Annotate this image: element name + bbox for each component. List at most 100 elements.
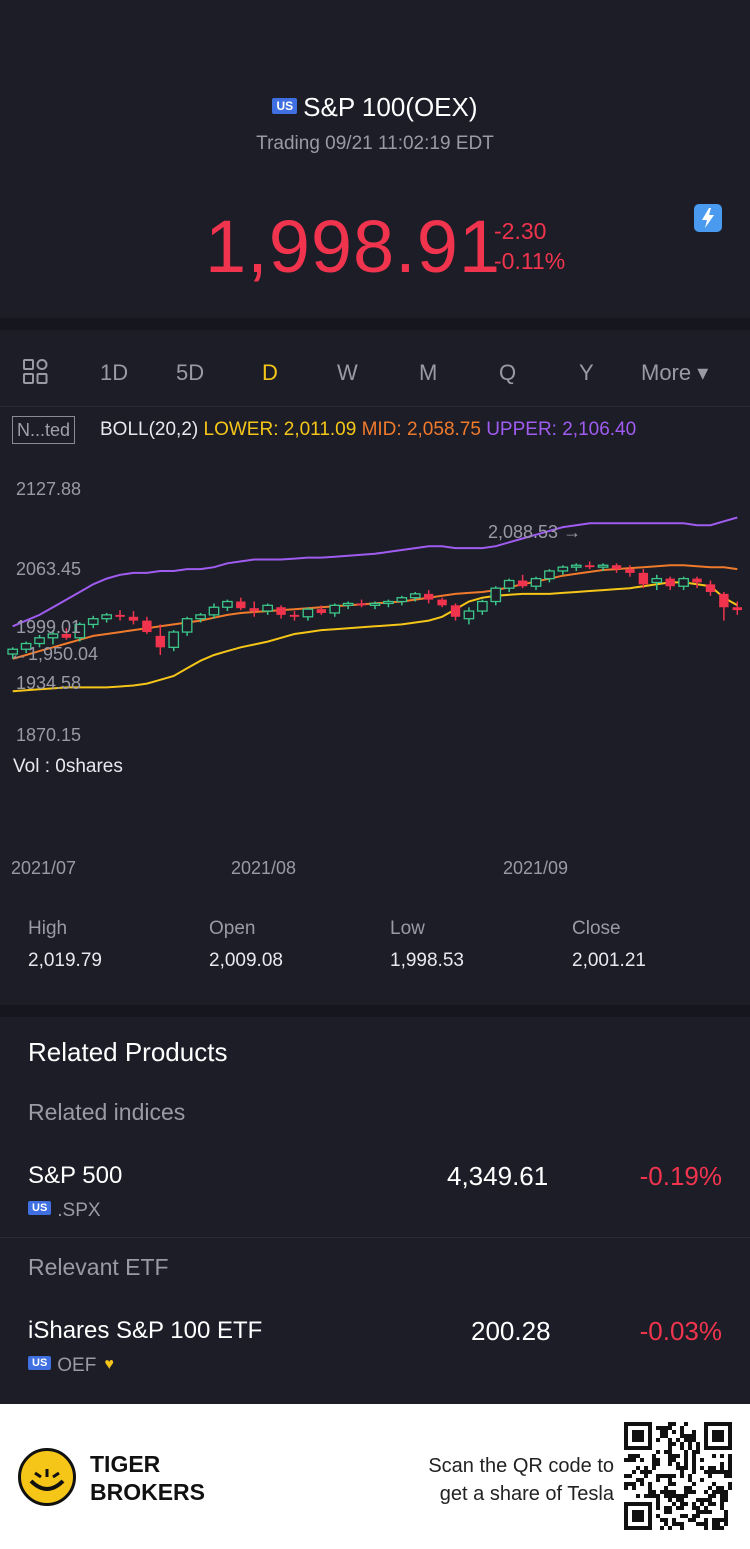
trading-status: Trading 09/21 11:02:19 EDT	[256, 133, 494, 154]
instrument-name: S&P 100(OEX)	[303, 92, 478, 122]
candle	[732, 601, 742, 615]
tab-quarter[interactable]: Q	[499, 360, 517, 385]
boll-upper: UPPER: 2,106.40	[486, 419, 637, 440]
candle	[611, 563, 622, 573]
candle	[61, 628, 72, 640]
candle	[208, 603, 220, 619]
adjust-toggle[interactable]: N...ted	[12, 416, 76, 444]
y-tick-label: 2127.88	[16, 479, 82, 499]
candle	[34, 634, 45, 648]
candle	[302, 607, 314, 621]
tab-week[interactable]: W	[337, 360, 358, 385]
candle	[276, 605, 286, 619]
candle	[437, 597, 447, 608]
related-indices-label: Related indices	[28, 1099, 186, 1125]
x-tick-label: 2021/07	[11, 858, 77, 878]
ohlc-close: Close 2,001.21	[572, 918, 646, 972]
candle	[423, 590, 434, 604]
quote-header: US S&P 100(OEX) Trading 09/21 11:02:19 ED…	[0, 0, 750, 318]
ohlc-label: Low	[390, 918, 425, 939]
tab-year[interactable]: Y	[579, 360, 594, 385]
promo-footer: TIGER BROKERS Scan the QR code to get a …	[0, 1404, 750, 1549]
boll-indicator: BOLL(20,2) LOWER: 2,011.09 MID: 2,058.75…	[100, 419, 636, 441]
ohlc-value: 2,019.79	[28, 950, 102, 971]
candle	[409, 591, 421, 602]
ohlc-low: Low 1,998.53	[390, 918, 464, 972]
candle	[383, 599, 394, 608]
ohlc-high: High 2,019.79	[28, 918, 102, 972]
candle	[236, 597, 246, 611]
change-percent: -0.11%	[494, 248, 566, 274]
x-tick-label: 2021/09	[503, 858, 569, 878]
indicator-name: BOLL(20,2)	[100, 419, 199, 440]
candle	[155, 624, 166, 655]
ohlc-value: 2,001.21	[572, 950, 646, 971]
last-price: 1,998.91	[205, 205, 502, 288]
min-price-annotation: ←1,950.04	[10, 644, 99, 664]
scan-line: get a share of Tesla	[439, 1483, 614, 1505]
relevant-etf-label: Relevant ETF	[28, 1254, 169, 1280]
scan-prompt: Scan the QR code to get a share of Tesla	[428, 1452, 614, 1508]
candle	[517, 574, 528, 589]
candle	[222, 599, 233, 612]
market-badge: US	[28, 1355, 52, 1370]
x-tick-label: 2021/08	[231, 858, 297, 878]
candle	[342, 601, 354, 610]
candle	[570, 563, 582, 571]
y-tick-label: 1934.58	[16, 673, 82, 693]
boll-mid: MID: 2,058.75	[361, 419, 481, 440]
etf-code: US OEF ♥	[28, 1355, 114, 1377]
candle	[262, 603, 274, 615]
candle	[665, 576, 675, 591]
candle	[356, 599, 367, 608]
candle	[168, 630, 180, 652]
ohlc-label: High	[28, 918, 68, 939]
candle	[316, 605, 327, 615]
candle	[128, 611, 139, 625]
market-badge: US	[28, 1200, 52, 1215]
ohlc-label: Open	[209, 918, 256, 939]
candle	[329, 603, 341, 617]
tab-month[interactable]: M	[419, 360, 438, 385]
y-tick-label: 1870.15	[16, 725, 82, 745]
candle	[625, 565, 635, 577]
section-divider	[0, 1005, 750, 1017]
ohlc-label: Close	[572, 918, 621, 939]
candlestick-plot[interactable]	[0, 466, 750, 766]
scan-line: Scan the QR code to	[428, 1455, 614, 1477]
candle	[651, 574, 663, 591]
grid-icon[interactable]	[22, 358, 50, 386]
candle	[584, 561, 595, 570]
ohlc-open: Open 2,009.08	[209, 918, 283, 972]
qr-code-icon[interactable]	[624, 1422, 732, 1530]
tab-1d[interactable]: 1D	[100, 360, 129, 385]
index-code: US .SPX	[28, 1200, 101, 1222]
candle	[450, 603, 461, 621]
candle	[490, 586, 502, 606]
candle	[101, 612, 112, 623]
candle	[557, 565, 569, 575]
candle	[87, 615, 99, 629]
market-badge: US	[272, 98, 298, 115]
lightning-icon[interactable]	[694, 204, 722, 232]
price-chart: N...ted BOLL(20,2) LOWER: 2,011.09 MID: …	[0, 406, 750, 1006]
etf-name: iShares S&P 100 ETF	[28, 1317, 263, 1344]
volume-label: Vol : 0shares	[13, 756, 123, 777]
candle	[544, 569, 555, 583]
index-price: 4,349.61	[447, 1161, 549, 1191]
candle	[115, 610, 125, 621]
instrument-title: US S&P 100(OEX)	[0, 92, 750, 123]
candle	[20, 641, 32, 654]
candle	[369, 601, 381, 610]
tab-5d[interactable]: 5D	[176, 360, 205, 385]
tab-day[interactable]: D	[262, 360, 278, 385]
tiger-logo-icon	[18, 1448, 76, 1506]
etf-price: 200.28	[471, 1316, 551, 1346]
ohlc-value: 1,998.53	[390, 950, 464, 971]
related-products: Related Products Related indices S&P 500…	[0, 1017, 750, 1393]
etf-change: -0.03%	[639, 1316, 722, 1346]
candle	[463, 607, 475, 625]
max-price-annotation: 2,088.53 →	[488, 522, 582, 542]
chart-divider	[0, 406, 750, 407]
tab-more[interactable]: More ▾	[641, 360, 709, 385]
